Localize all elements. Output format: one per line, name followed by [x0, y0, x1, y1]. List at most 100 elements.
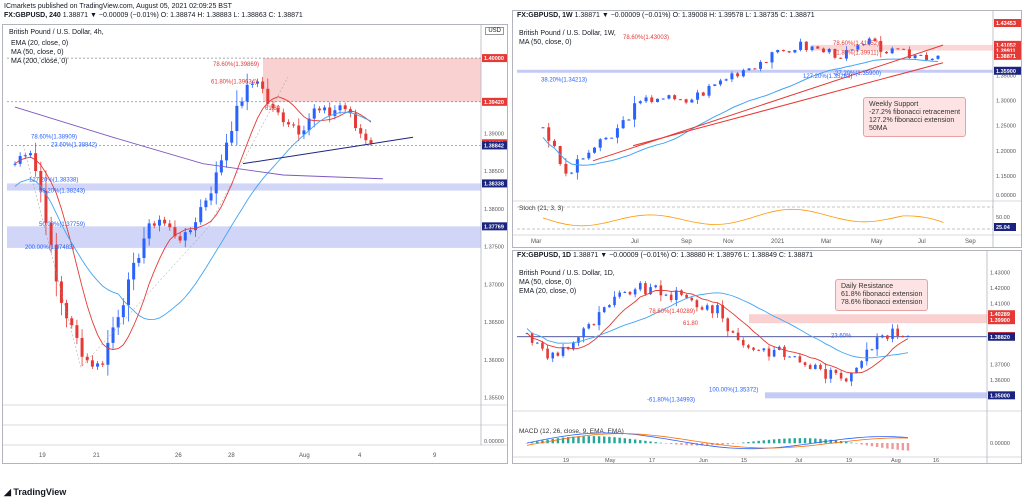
candle-body: [39, 170, 43, 191]
price-tick-label: 1.39911: [996, 49, 1016, 55]
price-tag: [482, 54, 507, 63]
price-tag: [482, 179, 507, 188]
candle-body: [824, 369, 827, 379]
candle-body: [96, 363, 100, 367]
legend-ema[interactable]: EMA (20, close, 0): [11, 40, 69, 47]
candle-body: [225, 142, 229, 161]
candle-body: [564, 163, 568, 174]
fib-annotation: 200.00%(1.37483): [25, 245, 74, 251]
candle-body: [638, 101, 642, 104]
fib-annotation: 78.60%(1.40289): [649, 309, 695, 315]
candle-body: [44, 190, 48, 223]
weekly-resistance-zone: [813, 44, 993, 51]
macd-histogram-bar: [530, 442, 534, 444]
candle-body: [214, 172, 218, 194]
price-tick-label: 1.36000: [484, 358, 504, 364]
candle-body: [13, 163, 17, 165]
fib-annotation: -61.80%(1.34993): [647, 397, 695, 403]
fib-annotation: 127.20%(1.38338): [29, 177, 78, 183]
candle-body: [615, 128, 619, 138]
macd-histogram-bar: [875, 443, 879, 447]
price-tick-label: 1.37500: [484, 245, 504, 251]
candle-body: [541, 127, 545, 129]
candle-body: [54, 244, 58, 282]
macd-histogram-bar: [886, 443, 889, 449]
time-tick-label: 2021: [771, 239, 785, 245]
weekly-support-zone: [517, 69, 993, 73]
chart-daily-panel[interactable]: FX:GBPUSD, 1D 1.38871 ▼ −0.00009 (−0.01%…: [512, 250, 1022, 464]
candle-body: [726, 318, 730, 332]
macd-histogram-bar: [613, 437, 616, 444]
legend-daily-ma50[interactable]: MA (50, close, 0): [519, 279, 572, 286]
candle-body: [34, 153, 38, 171]
chart-4h-plot[interactable]: 78.60%(1.39869) 61.80%(1.39634) 61.80 78.60…: [3, 25, 507, 463]
candle-body: [101, 363, 105, 365]
macd-histogram-bar: [649, 441, 652, 444]
candle-body: [696, 92, 700, 100]
candle-body: [793, 356, 797, 358]
currency-badge[interactable]: USD: [485, 27, 504, 35]
candle-body: [28, 153, 32, 156]
price-tick-label: 1.39420: [484, 100, 504, 106]
candle-body: [783, 346, 786, 357]
weekly-support-note: Weekly Support -27.2% fibonacci retracem…: [863, 97, 967, 137]
candle-body: [690, 297, 694, 301]
macd-histogram-bar: [582, 436, 585, 444]
candle-body: [879, 40, 883, 52]
macd-histogram-bar: [906, 443, 910, 451]
macd-histogram-bar: [860, 443, 863, 445]
weekly-ma50-line: [542, 58, 939, 166]
candle-body: [873, 38, 877, 41]
candle-body: [753, 68, 757, 70]
price-tick-label: 1.35000: [996, 73, 1016, 79]
candle-body: [919, 54, 923, 56]
tradingview-logo[interactable]: ◢ TradingView: [4, 487, 67, 497]
candle-body: [695, 300, 699, 308]
macd-histogram-bar: [628, 438, 632, 444]
candle-body: [638, 283, 642, 290]
candle-body: [106, 342, 110, 365]
ma50-line: [14, 111, 372, 321]
fib-annotation: 61.80: [265, 106, 281, 112]
price-tick-label: 0.00000: [996, 193, 1016, 199]
legend-ma50[interactable]: MA (50, close, 0): [11, 49, 64, 56]
chart-daily-legend: British Pound / U.S. Dollar, 1D, MA (50,…: [519, 269, 615, 296]
chart-daily-plot[interactable]: 78.60%(1.40289) 61.80 23.60% 100.00%(1.3537…: [513, 251, 1021, 463]
time-tick-label: May: [871, 239, 882, 245]
candle-body: [604, 137, 608, 140]
fib-annotation: 61.80%(1.39634): [211, 80, 257, 86]
candle-body: [204, 200, 208, 208]
macd-histogram-bar: [891, 443, 894, 450]
candle-body: [822, 48, 826, 53]
candle-body: [816, 46, 820, 49]
candle-body: [292, 124, 296, 126]
candle-body: [168, 223, 172, 228]
legend-daily-ema[interactable]: EMA (20, close, 0): [519, 288, 577, 295]
trend-line: [242, 136, 414, 165]
candle-body: [364, 133, 368, 141]
price-tick-label: 1.39900: [990, 318, 1010, 324]
candle-body: [650, 97, 654, 103]
chart-4h-panel[interactable]: British Pound / U.S. Dollar, 4h, USD EMA…: [2, 24, 508, 464]
candle-body: [183, 232, 187, 241]
candle-body: [613, 296, 616, 306]
candle-body: [886, 335, 889, 339]
legend-weekly-ma50[interactable]: MA (50, close, 0): [519, 39, 572, 46]
macd-histogram-bar: [536, 441, 539, 444]
candle-body: [152, 223, 156, 226]
price-tag: [994, 51, 1021, 60]
legend-ma200[interactable]: MA (200, close, 0): [11, 58, 68, 65]
chart-weekly-panel[interactable]: FX:GBPUSD, 1W 1.38871 ▼ −0.00009 (−0.01%…: [512, 10, 1022, 248]
candle-body: [535, 342, 539, 344]
macd-histogram-bar: [669, 443, 673, 445]
candle-body: [209, 193, 213, 201]
chart-daily-subtitle: British Pound / U.S. Dollar, 1D,: [519, 270, 615, 277]
fib-annotation: 50.00%(1.37759): [39, 222, 85, 228]
chart-weekly-subtitle: British Pound / U.S. Dollar, 1W,: [519, 30, 616, 37]
price-tick-label: 1.36000: [990, 378, 1010, 384]
candle-body: [137, 258, 141, 263]
candle-body: [230, 131, 234, 143]
chart-weekly-plot[interactable]: 78.60%(1.43003) 78.60%(1.41052) 61.80%(1.3…: [513, 11, 1021, 247]
candle-body: [121, 305, 125, 318]
price-tick-label: 1.38000: [484, 207, 504, 213]
